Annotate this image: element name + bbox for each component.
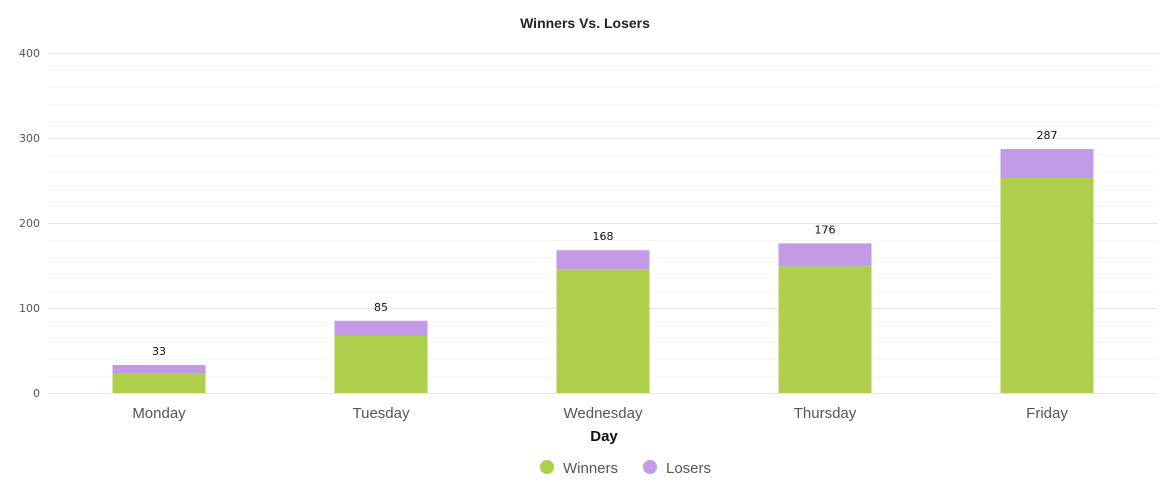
total-label-monday: 33 [152,345,166,358]
x-axis-ticks: Monday Tuesday Wednesday Thursday Friday [132,405,1068,422]
legend[interactable]: Winners Losers [540,460,711,477]
x-tick-label-friday: Friday [1026,405,1068,422]
legend-label-losers: Losers [666,460,711,477]
bar-losers-monday[interactable] [112,364,206,374]
total-label-thursday: 176 [815,223,836,236]
legend-label-winners: Winners [563,460,618,477]
x-tick-label-tuesday: Tuesday [353,405,410,422]
x-axis-label: Day [590,428,618,445]
legend-swatch-losers [643,460,657,474]
bar-losers-wednesday[interactable] [556,250,650,270]
bar-winners-friday[interactable] [1000,177,1094,393]
x-tick-label-thursday: Thursday [794,405,857,422]
total-labels: 33 85 168 176 287 [152,129,1058,358]
y-tick-label: 300 [19,132,40,145]
bar-winners-monday[interactable] [112,373,206,393]
legend-item-winners[interactable]: Winners [540,460,618,477]
y-tick-label: 100 [19,302,40,315]
bar-winners-tuesday[interactable] [334,336,428,393]
x-tick-label-wednesday: Wednesday [564,405,643,422]
total-label-tuesday: 85 [374,301,388,314]
y-tick-label: 400 [19,47,40,60]
bar-losers-tuesday[interactable] [334,320,428,337]
gridlines [48,53,1158,394]
bar-losers-thursday[interactable] [778,243,872,267]
bar-winners-thursday[interactable] [778,266,872,393]
bar-losers-friday[interactable] [1000,149,1094,178]
y-tick-label: 0 [33,387,40,400]
bar-winners-wednesday[interactable] [556,269,650,393]
x-tick-label-monday: Monday [132,405,186,422]
y-tick-label: 200 [19,217,40,230]
y-axis-ticks: 0 100 200 300 400 [19,47,40,400]
legend-swatch-winners [540,460,554,474]
total-label-friday: 287 [1037,129,1058,142]
total-label-wednesday: 168 [593,230,614,243]
legend-item-losers[interactable]: Losers [643,460,711,477]
chart-title: Winners Vs. Losers [520,15,650,31]
bars[interactable] [112,149,1094,393]
